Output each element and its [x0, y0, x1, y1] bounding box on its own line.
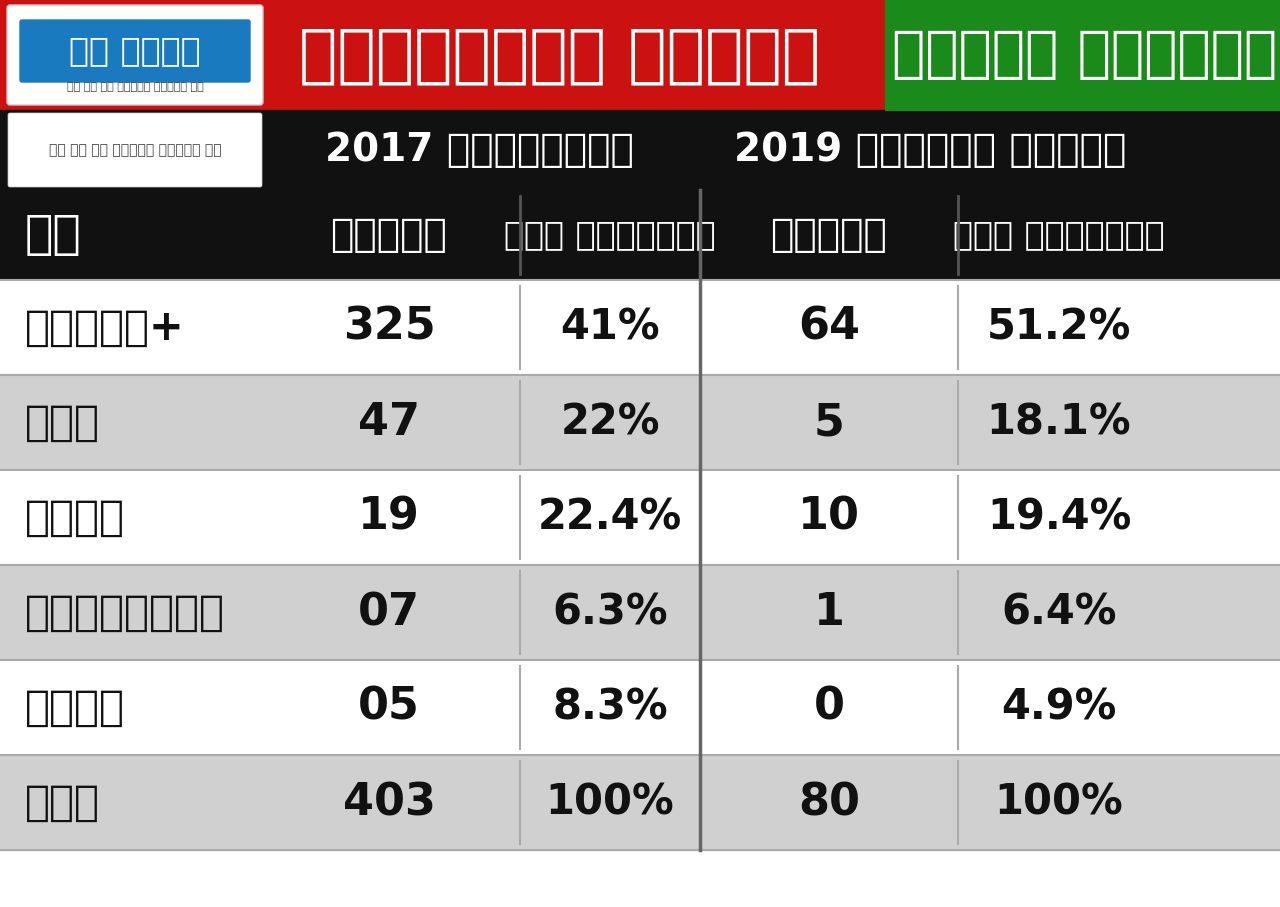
Text: 64: 64 [797, 306, 860, 349]
Text: 325: 325 [343, 306, 435, 349]
Text: आज समाज: आज समाज [69, 34, 201, 67]
Text: 22%: 22% [561, 402, 659, 444]
Text: 47: 47 [358, 401, 420, 444]
Text: भाजपा+: भाजपा+ [26, 307, 184, 348]
Text: 0: 0 [814, 686, 845, 729]
Text: 22.4%: 22.4% [538, 496, 682, 539]
Text: सीटें: सीटें [330, 216, 448, 254]
Text: 41%: 41% [561, 307, 659, 348]
Text: 403: 403 [343, 781, 435, 824]
Text: 6.4%: 6.4% [1001, 591, 1116, 633]
Text: 2017 विधानसभा: 2017 विधानसभा [325, 131, 634, 169]
Text: 8.3%: 8.3% [552, 687, 668, 728]
FancyBboxPatch shape [8, 113, 262, 187]
Text: 4.9%: 4.9% [1001, 687, 1116, 728]
Bar [0, 280, 1280, 375]
Bar [0, 190, 1280, 280]
Text: दल: दल [26, 212, 82, 258]
FancyBboxPatch shape [6, 5, 262, 105]
FancyBboxPatch shape [20, 20, 250, 82]
Bar [0, 660, 1280, 755]
Text: सपा: सपा [26, 402, 100, 444]
Text: 6.3%: 6.3% [552, 591, 668, 633]
Bar [0, 375, 1280, 470]
Bar [0, 565, 1280, 660]
Bar [0, 470, 1280, 565]
Text: सब जो आप जानना चाहते है: सब जो आप जानना चाहते है [49, 143, 221, 157]
Bar [0, 0, 1280, 110]
Text: विधानसभा चुनाव: विधानसभा चुनाव [300, 24, 820, 86]
Text: 10: 10 [797, 496, 860, 539]
Text: 5: 5 [814, 401, 845, 444]
Bar [0, 110, 1280, 190]
Bar [0, 755, 1280, 850]
Text: 100%: 100% [995, 782, 1124, 824]
Text: बसपा: बसपा [26, 496, 125, 539]
Text: 100%: 100% [545, 782, 675, 824]
Text: 05: 05 [358, 686, 420, 729]
Text: 19.4%: 19.4% [987, 496, 1132, 539]
Text: कुल: कुल [26, 782, 100, 824]
Text: 2019 लोकसभा चुनाव: 2019 लोकसभा चुनाव [733, 131, 1126, 169]
Text: 07: 07 [358, 591, 420, 634]
Text: वोट प्रतिशत: वोट प्रतिशत [954, 219, 1165, 251]
Text: 19: 19 [358, 496, 420, 539]
Text: कांग्रेस: कांग्रेस [26, 591, 225, 633]
Text: 51.2%: 51.2% [987, 307, 1132, 348]
Text: सब जो आप जानना चाहते है: सब जो आप जानना चाहते है [67, 82, 204, 92]
Bar [884, 0, 1280, 110]
Text: 1: 1 [814, 591, 845, 634]
Text: अन्य: अन्य [26, 687, 125, 728]
Text: सीटें: सीटें [771, 216, 887, 254]
Text: 80: 80 [797, 781, 860, 824]
Text: वोट प्रतिशत: वोट प्रतिशत [504, 219, 716, 251]
Text: उत्तर प्रदेश: उत्तर प्रदेश [892, 28, 1277, 82]
Text: 18.1%: 18.1% [987, 402, 1132, 444]
